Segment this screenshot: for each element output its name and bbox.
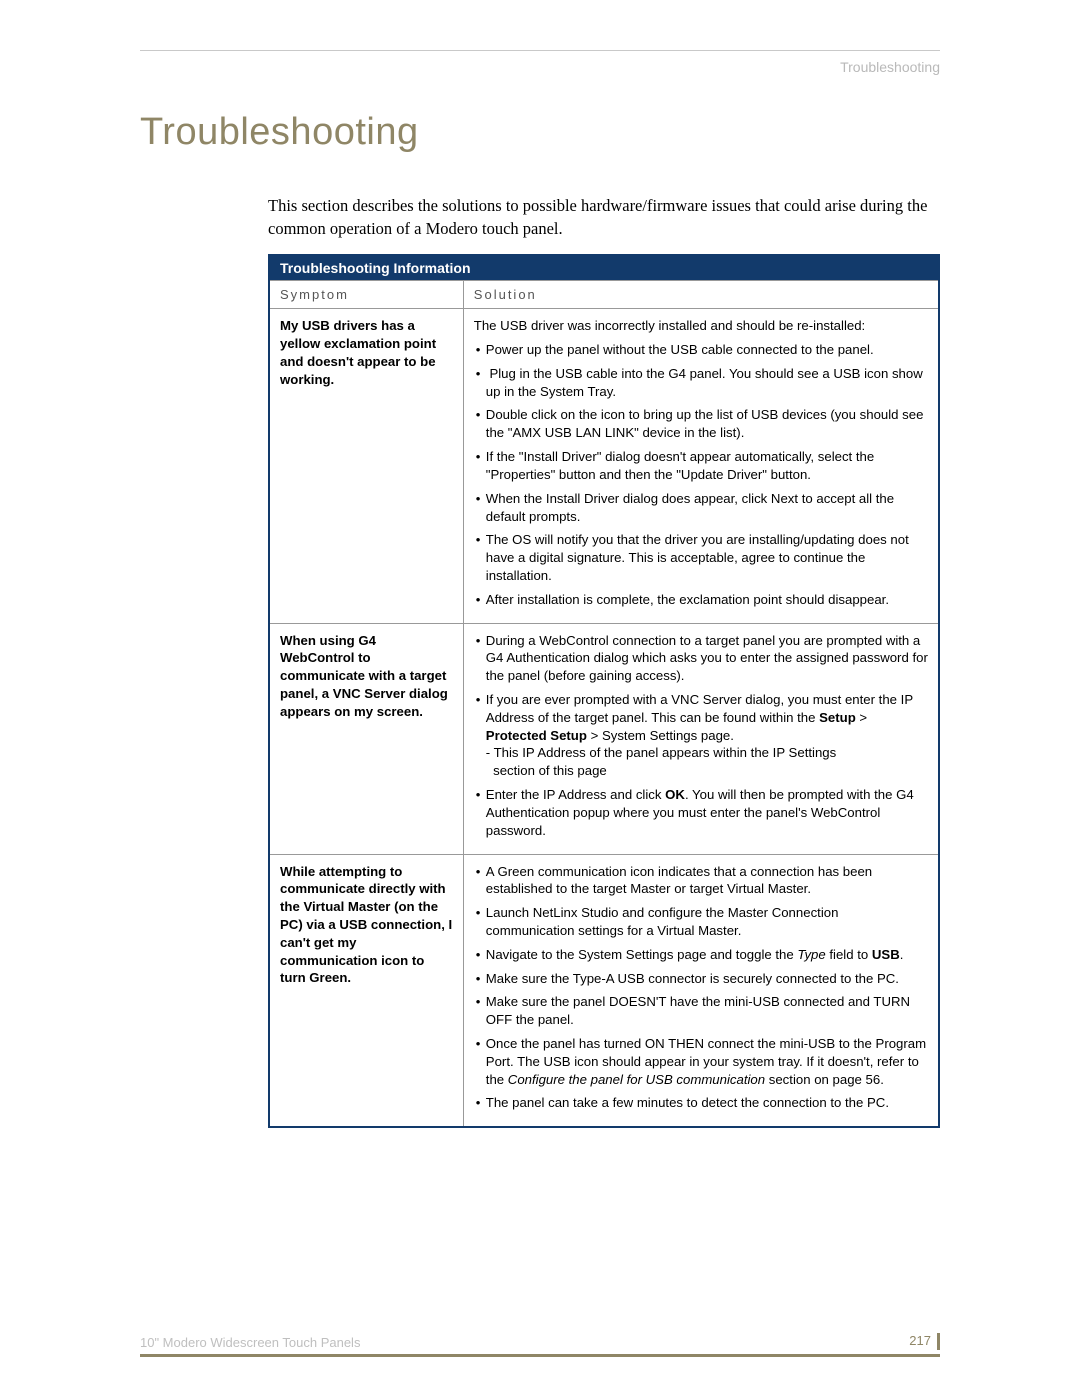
- solution-cell: During a WebControl connection to a targ…: [463, 623, 939, 854]
- intro-paragraph: This section describes the solutions to …: [268, 194, 940, 240]
- column-header-solution: Solution: [463, 281, 939, 309]
- footer-doc-title: 10" Modero Widescreen Touch Panels: [140, 1335, 360, 1350]
- symptom-cell: My USB drivers has a yellow exclamation …: [269, 309, 463, 623]
- top-horizontal-rule: [140, 50, 940, 51]
- header-section-label: Troubleshooting: [140, 59, 940, 75]
- table-caption: Troubleshooting Information: [269, 255, 939, 281]
- column-header-symptom: Symptom: [269, 281, 463, 309]
- table-row: While attempting to communicate directly…: [269, 854, 939, 1127]
- solution-cell: A Green communication icon indicates tha…: [463, 854, 939, 1127]
- footer-page-number: 217: [909, 1333, 940, 1350]
- page-title: Troubleshooting: [140, 111, 940, 154]
- symptom-cell: While attempting to communicate directly…: [269, 854, 463, 1127]
- table-row: My USB drivers has a yellow exclamation …: [269, 309, 939, 623]
- page-footer: 10" Modero Widescreen Touch Panels 217: [140, 1333, 940, 1357]
- symptom-cell: When using G4 WebControl to communicate …: [269, 623, 463, 854]
- solution-cell: The USB driver was incorrectly installed…: [463, 309, 939, 623]
- troubleshooting-table: Troubleshooting Information Symptom Solu…: [268, 254, 940, 1128]
- table-row: When using G4 WebControl to communicate …: [269, 623, 939, 854]
